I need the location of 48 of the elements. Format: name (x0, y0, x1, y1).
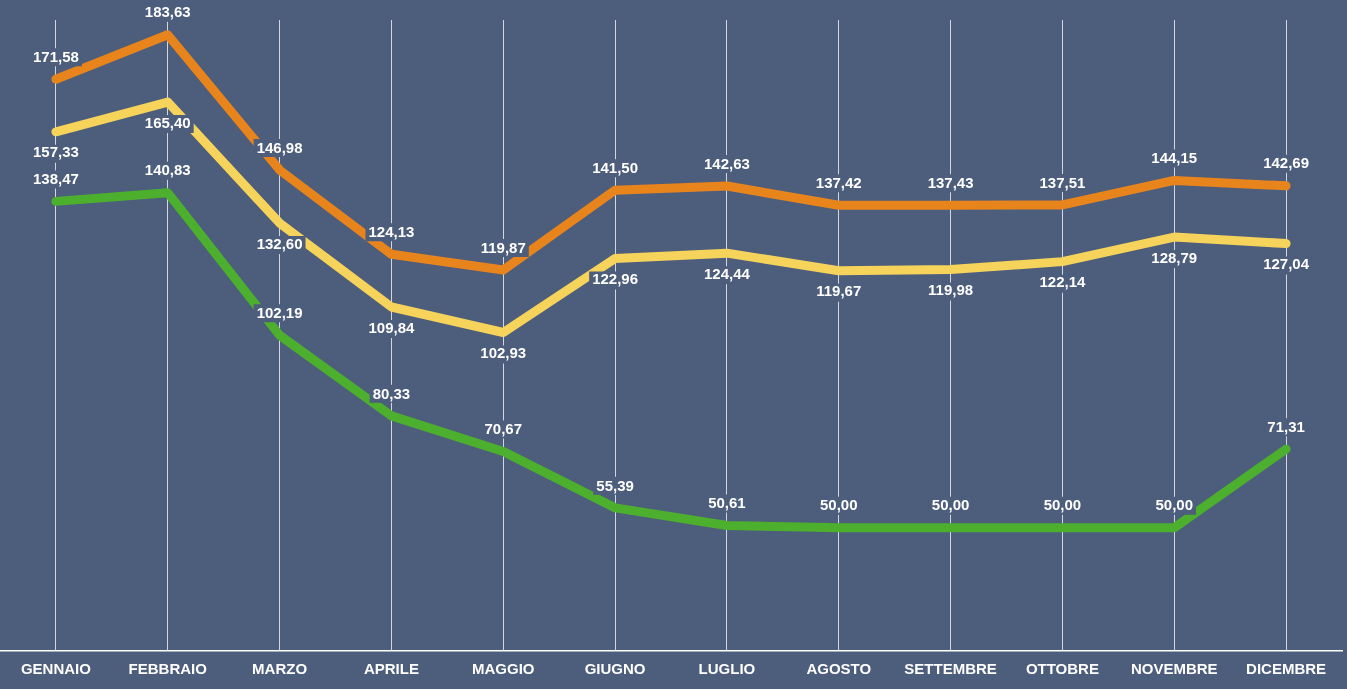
x-tick-label: OTTOBRE (1025, 660, 1099, 678)
data-label: 144,15 (1151, 149, 1198, 167)
data-label: 122,96 (592, 270, 639, 288)
data-label: 55,39 (596, 476, 634, 494)
data-label: 50,00 (931, 496, 970, 514)
data-label: 165,40 (144, 113, 191, 131)
x-tick-label: GENNAIO (20, 660, 92, 678)
data-label: 137,43 (927, 173, 974, 191)
data-label: 119,98 (928, 281, 974, 299)
data-label: 137,51 (1039, 173, 1086, 191)
x-tick-label: LUGLIO (698, 660, 756, 678)
data-label: 140,83 (144, 161, 191, 179)
x-tick-label: NOVEMBRE (1130, 660, 1218, 678)
data-label: 183,63 (144, 3, 191, 21)
data-label: 109,84 (368, 318, 416, 336)
data-label: 102,19 (256, 303, 303, 321)
data-label: 122,14 (1039, 273, 1087, 291)
x-tick-label: GIUGNO (584, 660, 646, 678)
x-tick-label: SETTEMBRE (904, 660, 997, 678)
data-label: 128,79 (1151, 248, 1198, 266)
data-label: 137,42 (815, 173, 862, 191)
data-label: 138,47 (32, 170, 79, 188)
data-label: 141,50 (592, 158, 639, 176)
data-label: 50,00 (1043, 496, 1082, 514)
data-label: 142,63 (703, 154, 750, 172)
data-label: 50,00 (819, 496, 858, 514)
data-label: 70,67 (484, 420, 523, 438)
x-tick-label: MARZO (252, 660, 308, 678)
x-tick-label: AGOSTO (806, 660, 872, 678)
data-label: 146,98 (256, 138, 303, 156)
data-label: 142,69 (1263, 154, 1310, 172)
data-label: 50,61 (708, 494, 746, 512)
x-tick-label: DICEMBRE (1246, 660, 1327, 678)
x-tick-label: MAGGIO (472, 660, 535, 678)
data-label: 119,67 (816, 282, 862, 300)
x-tick-label: APRILE (363, 660, 419, 678)
data-label: 132,60 (256, 234, 303, 252)
data-label: 119,87 (480, 238, 526, 256)
data-label: 157,33 (32, 143, 79, 161)
data-label: 124,44 (703, 264, 751, 282)
data-label: 80,33 (372, 384, 411, 402)
data-label: 102,93 (480, 344, 527, 362)
data-label: 71,31 (1267, 417, 1305, 435)
data-label: 171,58 (32, 47, 79, 65)
data-label: 124,13 (368, 222, 415, 240)
data-label: 127,04 (1263, 255, 1310, 273)
x-tick-label: FEBBRAIO (128, 660, 208, 678)
data-label: 50,00 (1155, 496, 1194, 514)
